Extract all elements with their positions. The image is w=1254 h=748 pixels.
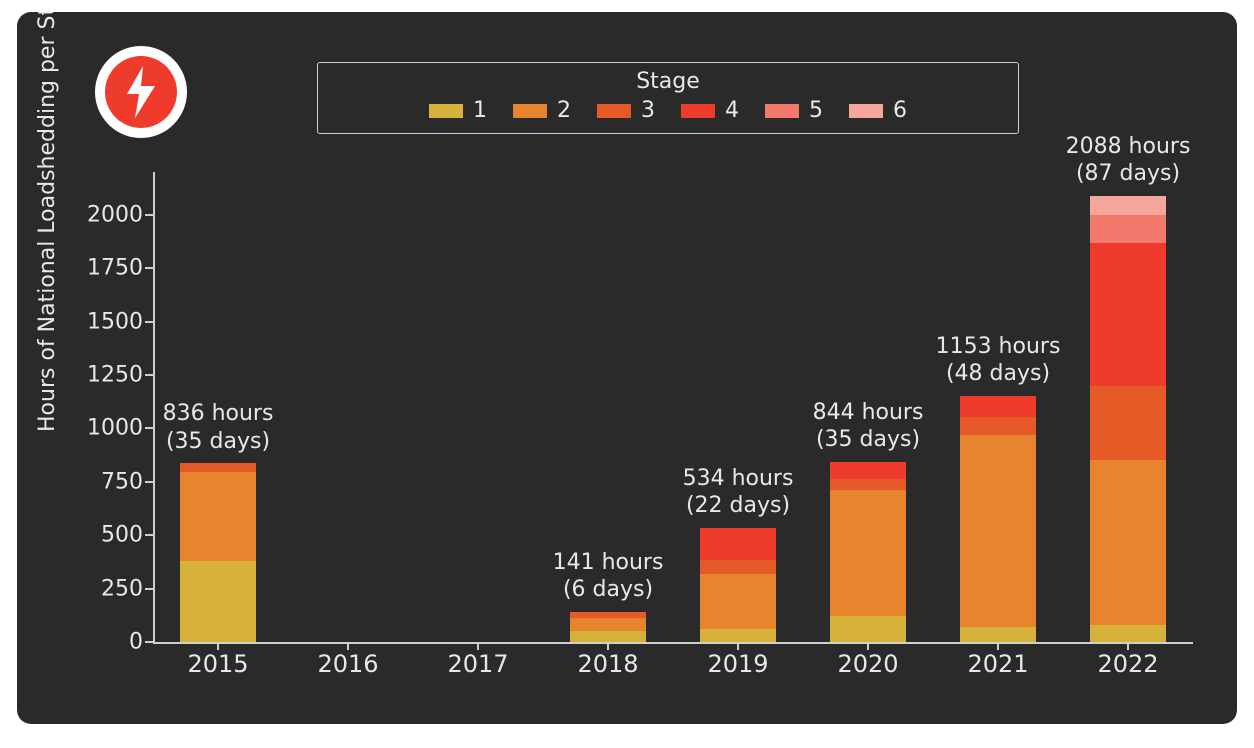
bar-annotation-2021: 1153 hours(48 days) (936, 333, 1061, 388)
bar-segment-stage-4 (1090, 243, 1165, 386)
annotation-days: (35 days) (163, 428, 274, 456)
annotation-hours: 2088 hours (1066, 133, 1191, 161)
logo-inner-circle (105, 56, 177, 128)
x-tick-mark (347, 642, 349, 650)
annotation-days: (35 days) (813, 426, 924, 454)
y-tick-label: 1000 (73, 416, 153, 441)
bar-segment-stage-3 (570, 612, 645, 618)
x-tick-label: 2015 (158, 650, 278, 678)
legend-swatch (429, 104, 463, 118)
x-tick-mark (997, 642, 999, 650)
legend-swatch (849, 104, 883, 118)
bar-segment-stage-2 (700, 574, 775, 630)
bar-segment-stage-1 (180, 561, 255, 642)
bar-segment-stage-1 (700, 629, 775, 642)
annotation-days: (87 days) (1066, 160, 1191, 188)
bar-annotation-2019: 534 hours(22 days) (683, 465, 794, 520)
bar-segment-stage-6 (1090, 196, 1165, 215)
bar-segment-stage-5 (1090, 215, 1165, 242)
legend-row: 1 2 3 4 5 6 (318, 98, 1018, 123)
legend-item-stage-2: 2 (513, 98, 571, 123)
legend-swatch (513, 104, 547, 118)
bar-segment-stage-2 (570, 618, 645, 631)
legend-label: 1 (473, 98, 487, 123)
x-tick-mark (607, 642, 609, 650)
x-tick-label: 2020 (808, 650, 928, 678)
bar-segment-stage-4 (830, 462, 905, 479)
y-tick-label: 1750 (73, 256, 153, 281)
legend-label: 2 (557, 98, 571, 123)
bar-segment-stage-4 (960, 396, 1035, 417)
legend-swatch (681, 104, 715, 118)
legend-swatch (765, 104, 799, 118)
bar-segment-stage-3 (700, 560, 775, 574)
y-axis-label: Hours of National Loadshedding per Stage (35, 12, 60, 432)
bar-segment-stage-3 (1090, 386, 1165, 461)
x-tick-label: 2019 (678, 650, 798, 678)
legend-item-stage-4: 4 (681, 98, 739, 123)
x-tick-mark (737, 642, 739, 650)
bar-segment-stage-3 (180, 463, 255, 472)
bar-segment-stage-1 (830, 616, 905, 642)
y-tick-label: 750 (73, 469, 153, 494)
annotation-hours: 141 hours (553, 549, 664, 577)
y-tick-label: 2000 (73, 202, 153, 227)
bar-segment-stage-1 (960, 627, 1035, 642)
annotation-days: (48 days) (936, 360, 1061, 388)
legend-label: 6 (893, 98, 907, 123)
y-tick-label: 250 (73, 576, 153, 601)
legend-swatch (597, 104, 631, 118)
eskom-se-push-logo (95, 46, 187, 138)
x-tick-label: 2016 (288, 650, 408, 678)
bar-annotation-2015: 836 hours(35 days) (163, 400, 274, 455)
bar-segment-stage-3 (830, 479, 905, 491)
legend-label: 4 (725, 98, 739, 123)
bar-segment-stage-1 (570, 631, 645, 642)
x-tick-mark (867, 642, 869, 650)
lightning-bolt-icon (121, 66, 161, 118)
annotation-hours: 836 hours (163, 400, 274, 428)
annotation-days: (6 days) (553, 576, 664, 604)
bar-annotation-2020: 844 hours(35 days) (813, 399, 924, 454)
annotation-hours: 1153 hours (936, 333, 1061, 361)
annotation-hours: 534 hours (683, 465, 794, 493)
legend: Stage 1 2 3 4 5 6 (317, 62, 1019, 134)
x-tick-mark (477, 642, 479, 650)
bar-segment-stage-2 (960, 435, 1035, 627)
legend-title: Stage (318, 69, 1018, 94)
y-tick-label: 1250 (73, 362, 153, 387)
plot-area: 0250500750100012501500175020002015836 ho… (153, 172, 1193, 644)
legend-label: 5 (809, 98, 823, 123)
legend-item-stage-5: 5 (765, 98, 823, 123)
annotation-hours: 844 hours (813, 399, 924, 427)
x-tick-mark (1127, 642, 1129, 650)
bar-segment-stage-2 (830, 490, 905, 616)
bar-annotation-2018: 141 hours(6 days) (553, 549, 664, 604)
x-tick-label: 2018 (548, 650, 668, 678)
legend-item-stage-6: 6 (849, 98, 907, 123)
x-tick-label: 2017 (418, 650, 538, 678)
y-tick-label: 0 (73, 630, 153, 655)
bar-annotation-2022: 2088 hours(87 days) (1066, 133, 1191, 188)
y-tick-label: 500 (73, 523, 153, 548)
bar-segment-stage-2 (1090, 460, 1165, 625)
y-axis-line (153, 172, 155, 642)
x-tick-mark (217, 642, 219, 650)
x-tick-label: 2021 (938, 650, 1058, 678)
bar-segment-stage-2 (180, 472, 255, 561)
bar-segment-stage-3 (960, 417, 1035, 435)
bar-segment-stage-1 (1090, 625, 1165, 642)
y-tick-label: 1500 (73, 309, 153, 334)
x-tick-label: 2022 (1068, 650, 1188, 678)
annotation-days: (22 days) (683, 492, 794, 520)
bar-segment-stage-4 (700, 528, 775, 560)
chart-frame: Stage 1 2 3 4 5 6 Hours of National Loadshedd… (17, 12, 1237, 724)
legend-item-stage-1: 1 (429, 98, 487, 123)
legend-label: 3 (641, 98, 655, 123)
legend-item-stage-3: 3 (597, 98, 655, 123)
